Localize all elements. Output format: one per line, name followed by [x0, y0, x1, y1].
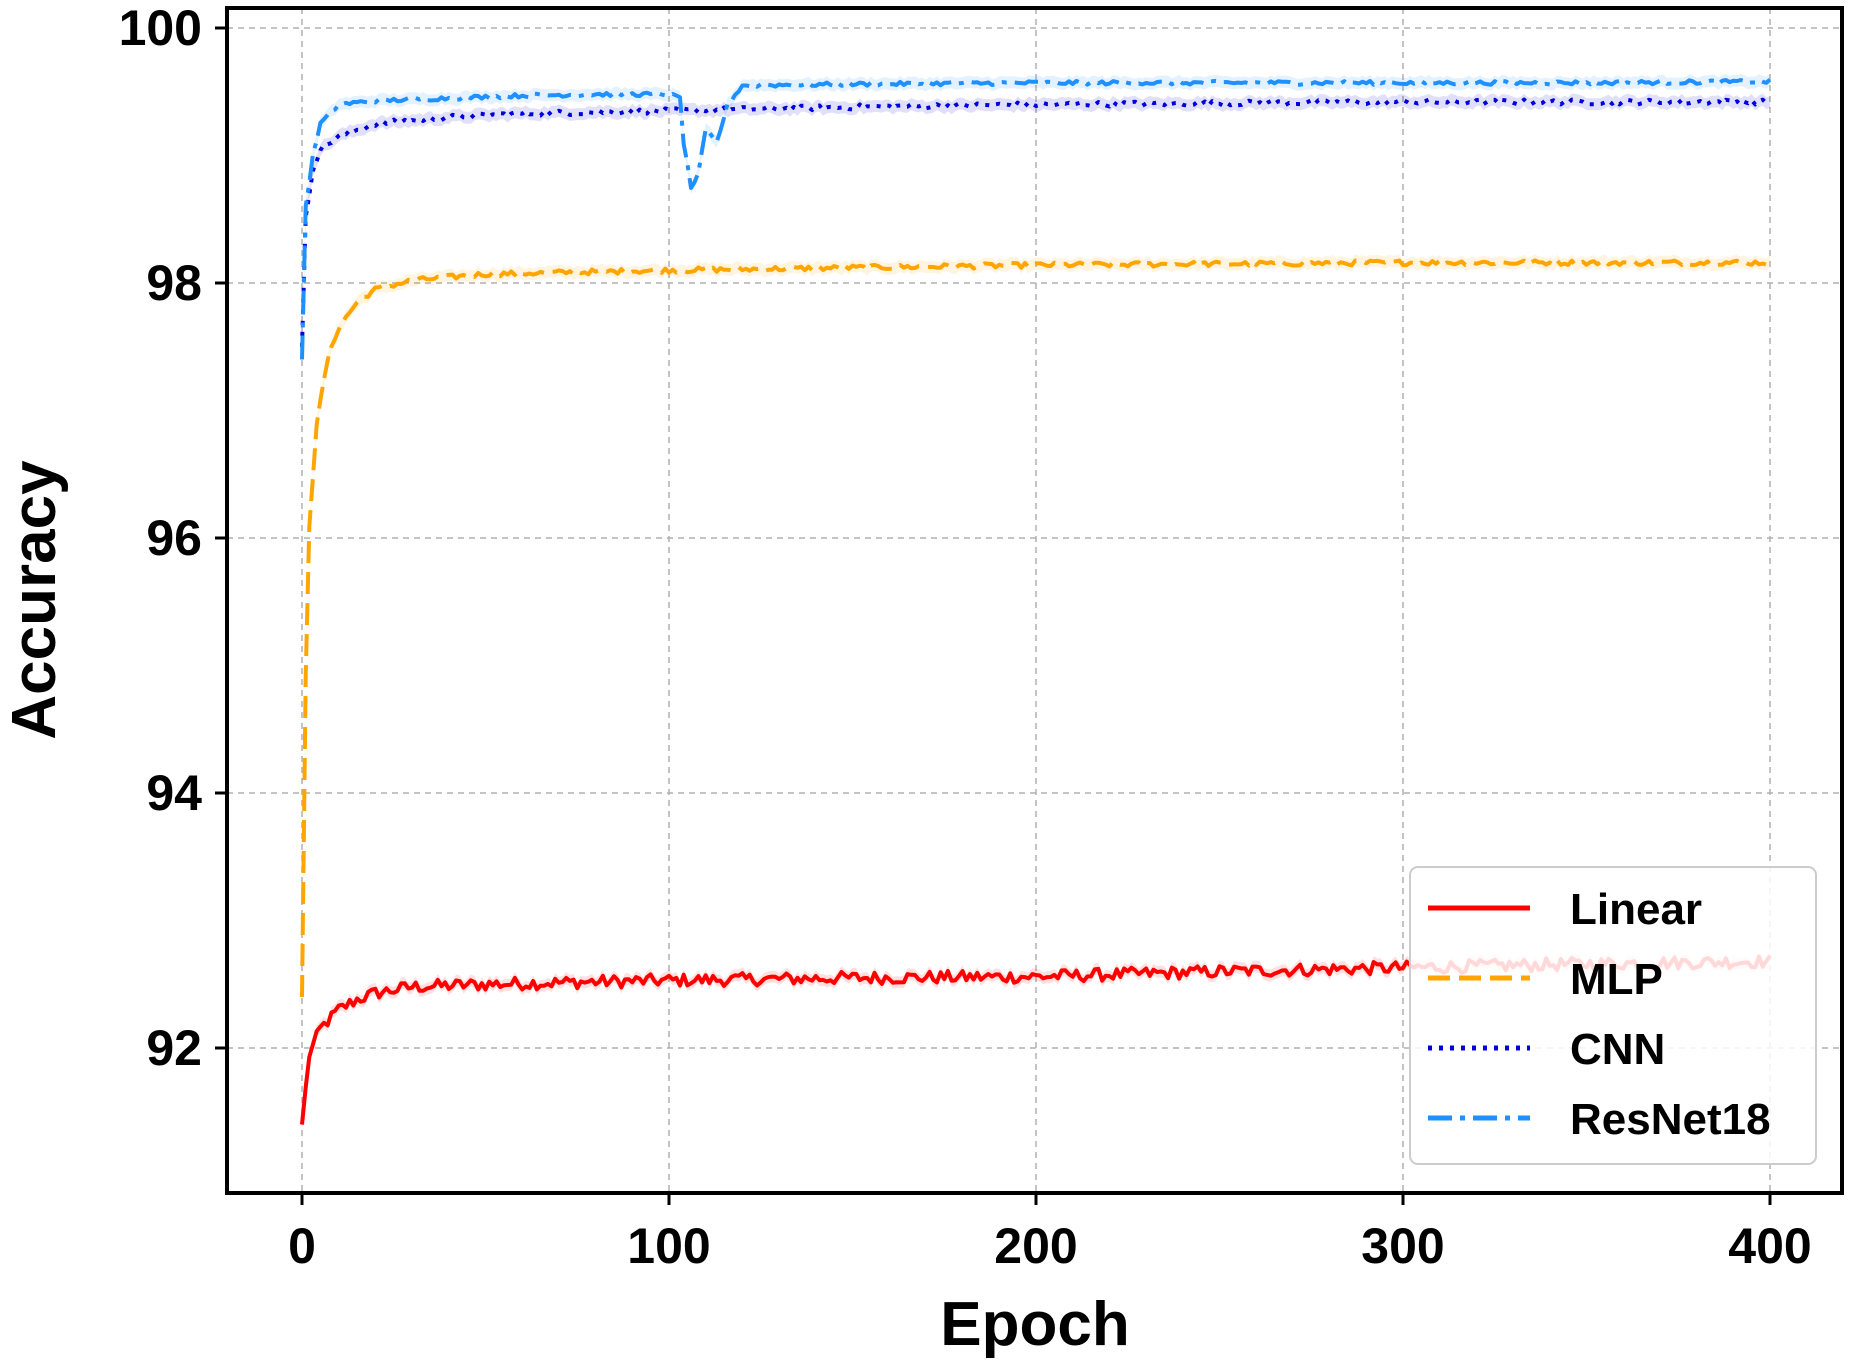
legend-label: Linear: [1570, 885, 1702, 934]
legend-box: [1409, 866, 1817, 1165]
series-band-resnet18: [302, 73, 1770, 366]
x-tick-label: 100: [627, 1218, 710, 1274]
x-axis-label: Epoch: [940, 1290, 1129, 1359]
legend-label: CNN: [1570, 1025, 1665, 1074]
series-line-cnn: [300, 97, 1771, 347]
legend-label: ResNet18: [1570, 1095, 1771, 1144]
series-line-resnet18: [300, 78, 1772, 360]
y-tick-label: 100: [119, 0, 202, 56]
y-tick-label: 94: [146, 765, 202, 821]
x-tick-label: 300: [1361, 1218, 1444, 1274]
series-line-mlp: [300, 258, 1772, 998]
x-tick-label: 0: [288, 1218, 316, 1274]
y-tick-label: 98: [146, 255, 202, 311]
y-tick-label: 96: [146, 510, 202, 566]
legend: Linear MLP CNN ResNet18: [1409, 866, 1817, 1165]
legend-label: MLP: [1570, 955, 1663, 1004]
x-tick-label: 400: [1728, 1218, 1811, 1274]
x-tick-label: 200: [994, 1218, 1077, 1274]
series-band-cnn: [302, 93, 1770, 353]
y-axis-label: Accuracy: [0, 460, 69, 740]
y-tick-label: 92: [146, 1020, 202, 1076]
axis-ticks: 0 100 200 300 400 92 94 96 98 100: [119, 0, 1812, 1274]
